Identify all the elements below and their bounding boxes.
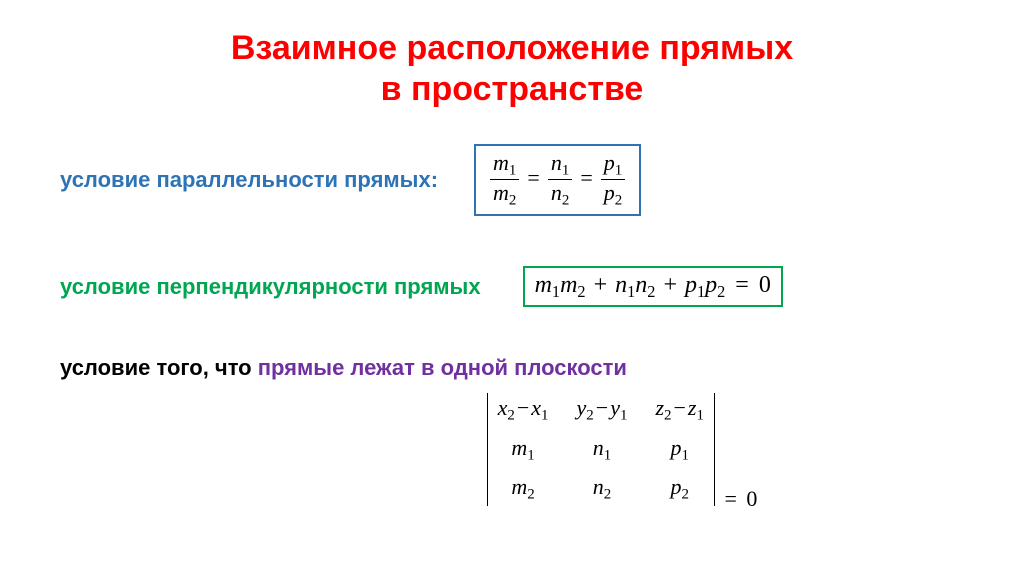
slide-title: Взаимное расположение прямых в пространс… bbox=[60, 28, 964, 110]
row-coplanar: условие того, что прямые лежат в одной п… bbox=[60, 355, 964, 511]
formula-parallel: m1m2=n1n2=p1p2 bbox=[474, 144, 641, 216]
label-perp-main: перпендикулярности прямых bbox=[156, 274, 480, 299]
title-line2: в пространстве bbox=[381, 70, 644, 108]
label-parallel-main: параллельности прямых bbox=[156, 167, 430, 192]
label-parallel-suffix: : bbox=[431, 167, 438, 192]
label-perp-pre: условие bbox=[60, 274, 156, 299]
row-perpendicular: условие перпендикулярности прямых m1m2 +… bbox=[60, 266, 964, 308]
label-coplanar: условие того, что прямые лежат в одной п… bbox=[60, 355, 964, 381]
formula-coplanar-wrap: x2−x1y2−y1z2−z1m1n1p1m2n2p2 = 0 bbox=[60, 393, 964, 511]
formula-perpendicular: m1m2 + n1n2 + p1p2 = 0 bbox=[523, 266, 783, 308]
label-parallel: условие параллельности прямых: bbox=[60, 167, 438, 193]
slide: Взаимное расположение прямых в пространс… bbox=[0, 0, 1024, 576]
label-coplanar-seg3: прямые лежат в одной плоскости bbox=[258, 355, 627, 380]
title-line1: Взаимное расположение прямых bbox=[231, 29, 793, 67]
formula-coplanar: x2−x1y2−y1z2−z1m1n1p1m2n2p2 = 0 bbox=[487, 486, 758, 511]
row-parallel: условие параллельности прямых: m1m2=n1n2… bbox=[60, 144, 964, 216]
label-perpendicular: условие перпендикулярности прямых bbox=[60, 274, 481, 300]
label-parallel-pre: условие bbox=[60, 167, 156, 192]
label-coplanar-seg1: условие bbox=[60, 355, 150, 380]
label-coplanar-seg2: того, что bbox=[150, 355, 257, 380]
